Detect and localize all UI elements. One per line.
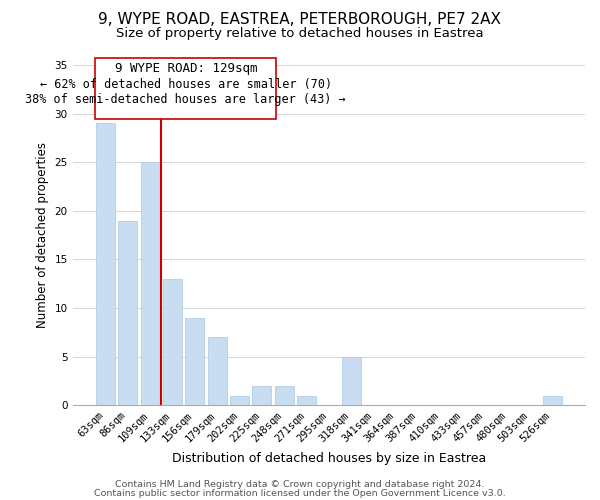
Bar: [230, 396, 249, 405]
Bar: [118, 220, 137, 405]
Bar: [96, 124, 115, 405]
Bar: [252, 386, 271, 405]
Bar: [163, 279, 182, 405]
FancyBboxPatch shape: [95, 58, 276, 118]
Bar: [543, 396, 562, 405]
Text: Size of property relative to detached houses in Eastrea: Size of property relative to detached ho…: [116, 28, 484, 40]
Text: ← 62% of detached houses are smaller (70): ← 62% of detached houses are smaller (70…: [40, 78, 332, 91]
Text: Contains public sector information licensed under the Open Government Licence v3: Contains public sector information licen…: [94, 488, 506, 498]
Text: 38% of semi-detached houses are larger (43) →: 38% of semi-detached houses are larger (…: [25, 94, 346, 106]
Text: 9 WYPE ROAD: 129sqm: 9 WYPE ROAD: 129sqm: [115, 62, 257, 76]
Bar: [297, 396, 316, 405]
Bar: [208, 337, 227, 405]
X-axis label: Distribution of detached houses by size in Eastrea: Distribution of detached houses by size …: [172, 452, 486, 465]
Bar: [185, 318, 204, 405]
Y-axis label: Number of detached properties: Number of detached properties: [36, 142, 49, 328]
Bar: [341, 356, 361, 405]
Bar: [140, 162, 160, 405]
Text: 9, WYPE ROAD, EASTREA, PETERBOROUGH, PE7 2AX: 9, WYPE ROAD, EASTREA, PETERBOROUGH, PE7…: [98, 12, 502, 28]
Text: Contains HM Land Registry data © Crown copyright and database right 2024.: Contains HM Land Registry data © Crown c…: [115, 480, 485, 489]
Bar: [275, 386, 293, 405]
